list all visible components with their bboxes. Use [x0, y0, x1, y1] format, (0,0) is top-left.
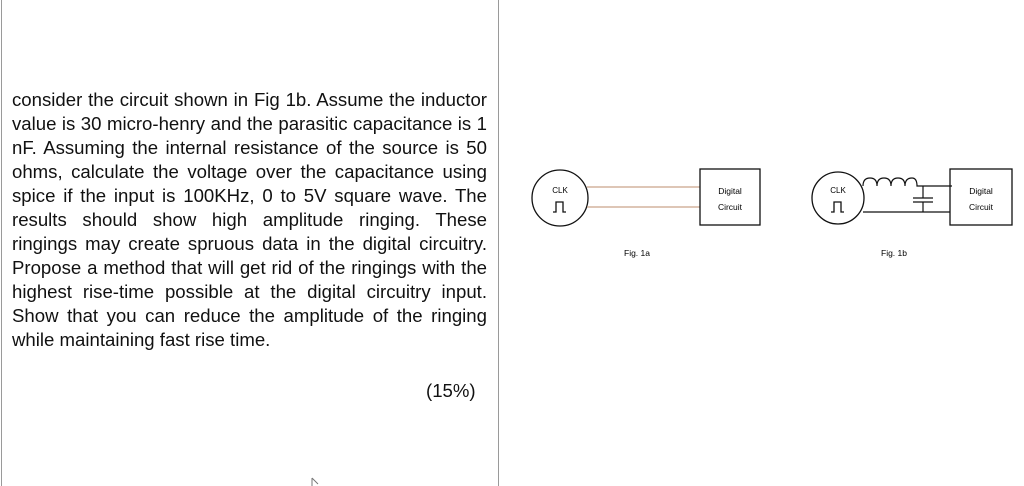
clk-label: CLK	[552, 186, 568, 195]
pulse-icon	[553, 201, 566, 213]
digital-circuit-box	[699, 168, 761, 226]
box-label-2: Circuit	[718, 202, 743, 212]
question-marks: (15%)	[426, 380, 476, 401]
box-label-1: Digital	[718, 186, 742, 196]
clock-source	[531, 169, 589, 227]
inductor	[862, 177, 952, 187]
box-label-2: Circuit	[969, 202, 994, 212]
fig-1b: CLK Digital Circuit Fig. 1b	[811, 168, 1013, 258]
clk-label: CLK	[830, 186, 846, 195]
digital-circuit-box	[949, 168, 1013, 226]
question-text: consider the circuit shown in Fig 1b. As…	[12, 89, 487, 350]
fig-caption: Fig. 1a	[624, 248, 650, 258]
clock-source	[811, 171, 865, 225]
mouse-cursor-icon	[311, 477, 319, 486]
fig-caption: Fig. 1b	[881, 248, 907, 258]
pulse-icon	[831, 201, 844, 213]
page-divider	[498, 0, 499, 486]
fig-1a: CLK Digital Circuit Fig. 1a	[531, 168, 761, 258]
capacitor	[913, 186, 933, 212]
page-border-left	[1, 0, 2, 486]
box-label-1: Digital	[969, 186, 993, 196]
